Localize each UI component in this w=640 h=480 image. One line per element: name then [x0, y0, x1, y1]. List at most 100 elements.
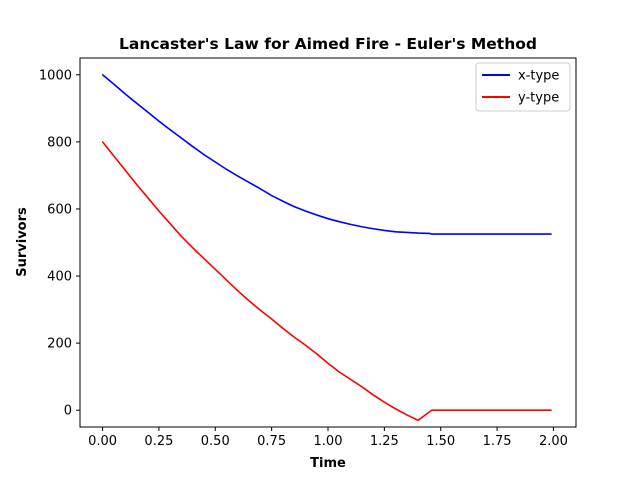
series-point-y-type	[180, 235, 183, 238]
series-point-x-type	[550, 233, 552, 235]
series-layer	[101, 74, 552, 422]
y-tick-label: 0	[64, 404, 72, 419]
series-point-y-type	[462, 409, 464, 411]
series-point-x-type	[282, 200, 284, 202]
y-axis-label: Survivors	[15, 207, 30, 277]
series-point-y-type	[203, 258, 205, 260]
series-point-y-type	[417, 419, 419, 421]
series-point-x-type	[349, 223, 352, 225]
y-tick-label: 400	[47, 270, 72, 285]
series-point-y-type	[135, 183, 137, 185]
x-tick-label: 1.00	[314, 434, 343, 449]
y-tick-label: 800	[47, 135, 72, 150]
series-point-x-type	[237, 175, 239, 177]
series-point-x-type	[293, 206, 295, 208]
x-tick-label: 0.00	[88, 434, 117, 449]
series-point-x-type	[214, 161, 216, 163]
series-point-y-type	[101, 141, 104, 143]
series-point-x-type	[431, 233, 433, 235]
series-point-y-type	[338, 371, 340, 373]
series-point-y-type	[214, 268, 216, 270]
series-point-x-type	[462, 233, 464, 235]
series-point-y-type	[158, 210, 160, 212]
chart-title: Lancaster's Law for Aimed Fire - Euler's…	[119, 35, 537, 53]
series-line-y-type	[101, 141, 552, 422]
series-point-x-type	[417, 232, 419, 234]
series-point-y-type	[361, 386, 363, 388]
series-point-x-type	[124, 93, 126, 95]
series-point-x-type	[361, 226, 363, 228]
series-point-y-type	[372, 394, 374, 396]
series-point-x-type	[101, 74, 104, 76]
series-point-x-type	[259, 188, 261, 190]
series-point-x-type	[169, 129, 171, 131]
series-point-y-type	[147, 196, 149, 199]
series-point-y-type	[327, 362, 329, 364]
series-point-y-type	[406, 414, 408, 416]
y-tick-label: 1000	[39, 68, 72, 83]
series-point-y-type	[124, 169, 126, 171]
series-point-x-type	[192, 145, 194, 148]
series-point-x-type	[113, 83, 115, 85]
series-point-x-type	[485, 233, 487, 235]
series-point-y-type	[431, 409, 433, 411]
series-point-x-type	[304, 210, 307, 212]
series-point-y-type	[282, 327, 284, 329]
x-tick-label: 0.75	[257, 434, 286, 449]
series-point-y-type	[113, 155, 115, 157]
series-point-y-type	[293, 336, 295, 338]
x-tick-label: 0.25	[144, 434, 173, 449]
x-tick-label: 1.25	[370, 434, 399, 449]
series-point-y-type	[550, 409, 552, 411]
series-point-y-type	[349, 378, 352, 380]
series-point-y-type	[485, 409, 487, 411]
legend-label-x-type: x-type	[518, 69, 559, 84]
series-point-y-type	[237, 290, 239, 292]
series-point-y-type	[530, 409, 532, 411]
series-point-y-type	[316, 353, 318, 355]
series-point-y-type	[507, 409, 509, 411]
series-point-x-type	[383, 229, 385, 232]
series-point-x-type	[248, 181, 250, 184]
series-point-y-type	[271, 318, 273, 320]
series-point-x-type	[158, 120, 160, 122]
y-axis-ticks: 0 200 400 600 800 1000	[39, 68, 80, 419]
series-point-x-type	[135, 102, 137, 104]
series-point-y-type	[259, 309, 261, 311]
x-tick-label: 2.00	[539, 434, 568, 449]
series-point-x-type	[271, 194, 273, 197]
series-point-x-type	[428, 232, 431, 235]
series-point-y-type	[395, 408, 397, 410]
series-point-y-type	[248, 300, 250, 302]
series-point-x-type	[225, 168, 228, 170]
x-tick-label: 1.50	[426, 434, 455, 449]
series-point-x-type	[406, 231, 408, 234]
series-point-x-type	[338, 221, 340, 223]
series-point-y-type	[225, 279, 228, 281]
series-point-x-type	[180, 137, 183, 139]
series-point-x-type	[327, 218, 329, 220]
y-tick-label: 600	[47, 202, 72, 217]
x-axis-label: Time	[310, 456, 346, 471]
series-point-x-type	[203, 154, 205, 156]
x-tick-label: 0.50	[201, 434, 230, 449]
series-point-x-type	[507, 233, 509, 235]
series-point-x-type	[440, 233, 442, 235]
series-point-x-type	[395, 231, 397, 233]
series-point-x-type	[147, 111, 149, 113]
y-tick-label: 200	[47, 337, 72, 352]
series-point-y-type	[383, 401, 385, 403]
x-tick-label: 1.75	[483, 434, 512, 449]
series-point-y-type	[304, 344, 307, 346]
series-point-y-type	[440, 409, 442, 411]
series-point-x-type	[372, 228, 374, 230]
legend: x-type y-type	[475, 62, 571, 112]
series-point-y-type	[192, 247, 194, 249]
x-axis-ticks: 0.00 0.25 0.50 0.75 1.00 1.25 1.50 1.75 2.00	[88, 427, 568, 449]
legend-label-y-type: y-type	[518, 91, 559, 106]
series-point-x-type	[316, 214, 318, 216]
series-point-y-type	[169, 223, 171, 225]
series-point-x-type	[530, 233, 532, 235]
